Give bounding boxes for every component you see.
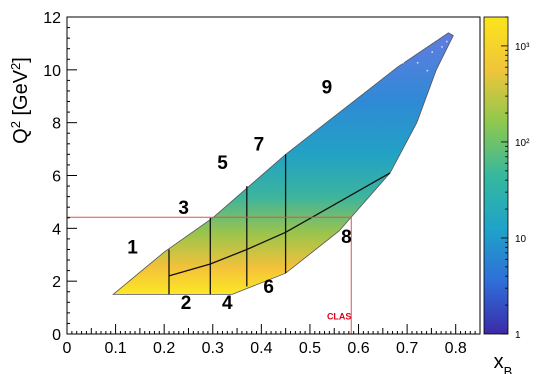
x-tick-label: 0.2 (153, 340, 175, 357)
x-tick-label: 0.5 (299, 340, 321, 357)
axis-label-part: x (494, 351, 504, 373)
x-axis-ticks: 0 0.1 0.2 0.3 0.4 0.5 0.6 0.7 0.8 (63, 324, 481, 357)
speckle-6 (441, 46, 443, 48)
colorbar-tick-label: 10 (515, 234, 527, 245)
y-tick-label: 6 (52, 169, 61, 186)
bin-line-4 (168, 172, 391, 277)
colorbar-bar (483, 16, 509, 335)
colorbar-tick-label: 10³ (515, 42, 530, 53)
axis-labels: Q2 [GeV2] xB (8, 57, 513, 374)
y-tick-label: 0 (52, 327, 61, 344)
y-tick-label: 8 (52, 116, 61, 133)
speckle-0 (407, 53, 409, 56)
speckle-4 (416, 61, 419, 64)
colorbar-tick-label: 10² (515, 138, 530, 149)
x-tick-label: 0.1 (104, 340, 126, 357)
bin-label-3: 3 (178, 198, 189, 219)
y-tick-label: 2 (52, 274, 61, 291)
speckle-9 (445, 40, 448, 43)
bin-labels: 1 2 3 4 5 6 7 8 9 (127, 78, 351, 314)
x-axis-label: xB (494, 351, 513, 374)
acceptance-region-fill (112, 32, 454, 295)
y-tick-label: 4 (52, 221, 61, 238)
axis-label-part: ] (10, 57, 32, 63)
bin-label-4: 4 (222, 293, 233, 314)
speckle-1 (421, 43, 424, 46)
y-tick-label: 12 (43, 10, 61, 27)
x-tick-label: 0.3 (202, 340, 224, 357)
bin-lines (168, 154, 391, 295)
axis-label-part: Q (10, 128, 32, 144)
y-tick-label: 10 (43, 63, 61, 80)
axis-label-superscript: 2 (8, 63, 23, 70)
x-tick-label: 0 (63, 340, 72, 357)
bin-label-2: 2 (181, 293, 192, 314)
colorbar-tick-label: 1 (515, 330, 521, 341)
x-tick-label: 0.8 (445, 340, 467, 357)
bin-label-5: 5 (217, 153, 228, 174)
speckle-5 (426, 69, 429, 72)
speckle-8 (411, 46, 414, 48)
axis-label-subscript: B (504, 364, 513, 374)
y-axis-ticks: 0 2 4 6 8 10 12 (43, 10, 77, 344)
x-tick-label: 0.4 (250, 340, 272, 357)
colorbar: 1 10 10² 10³ (483, 16, 530, 341)
axis-label-part: [GeV (10, 69, 32, 121)
bin-label-8: 8 (341, 227, 352, 248)
bin-label-1: 1 (127, 237, 138, 258)
bin-label-6: 6 (263, 277, 274, 298)
acceptance-region (112, 32, 454, 295)
speckle-2 (431, 51, 434, 53)
y-axis-label: Q2 [GeV2] (8, 57, 33, 144)
bin-label-7: 7 (254, 134, 265, 155)
clas-label: CLAS (327, 311, 352, 321)
x-tick-label: 0.6 (347, 340, 369, 357)
speckle-3 (436, 38, 438, 40)
axis-label-superscript: 2 (8, 121, 23, 128)
bin-label-9: 9 (322, 78, 333, 99)
speckle-7 (402, 61, 404, 64)
x-tick-label: 0.7 (396, 340, 418, 357)
clas-marker-lines (67, 216, 352, 334)
